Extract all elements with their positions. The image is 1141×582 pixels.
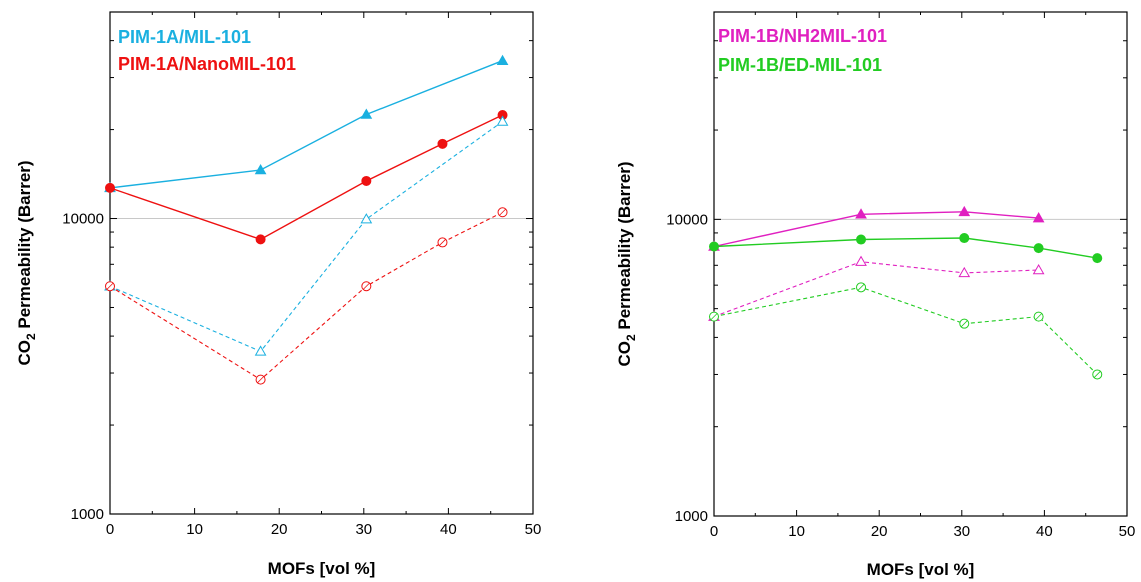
data-point-triangle — [958, 205, 971, 217]
x-tick-label: 20 — [271, 521, 288, 538]
x-tick-label: 10 — [186, 521, 203, 538]
data-point-circle — [361, 175, 372, 186]
y-axis-title-subscript: 2 — [24, 333, 38, 340]
data-point-hatch — [710, 313, 718, 320]
data-point-hatch — [439, 239, 446, 246]
series-line — [713, 286, 1098, 375]
y-axis-title-main: CO — [15, 340, 34, 366]
y-tick-label: 10000 — [62, 211, 104, 228]
y-tick-label: 1000 — [675, 508, 708, 525]
data-point-circle — [959, 233, 970, 244]
data-point-hatch — [1035, 313, 1042, 320]
x-tick-label: 0 — [106, 521, 114, 538]
y-tick-label: 1000 — [71, 506, 104, 523]
data-point-hatch — [257, 376, 264, 383]
y-axis-title-subscript: 2 — [624, 334, 638, 341]
data-point-triangle — [496, 115, 509, 126]
data-point-circle — [709, 241, 719, 252]
data-point-triangle — [254, 345, 267, 356]
series-line — [713, 211, 1039, 248]
series-line — [713, 261, 1039, 318]
x-tick-label: 0 — [710, 523, 718, 540]
data-point-circle — [856, 234, 867, 245]
data-point-triangle — [254, 163, 267, 175]
right-chart: 0 10 20 30 40 50 1000 10000 PIM-1B/NH2MIL-101 PIM… — [615, 11, 1136, 579]
data-point-triangle — [1032, 212, 1045, 223]
left-chart: 0 10 20 30 40 50 1000 10000 PIM-1A/MIL-101 PIM-1A… — [15, 11, 542, 578]
x-tick-label: 30 — [355, 521, 372, 538]
data-point-triangle — [1032, 263, 1045, 275]
x-axis-title: MOFs [vol %] — [268, 559, 376, 578]
legend-entry: PIM-1B/ED-MIL-101 — [718, 55, 882, 75]
data-point-circle — [1092, 253, 1103, 264]
data-point-circle — [255, 234, 266, 245]
plot-frame — [109, 11, 534, 515]
data-point-hatch — [1093, 371, 1101, 378]
y-tick-label: 10000 — [666, 211, 708, 228]
y-axis-title: CO2 Permeability (Barrer) — [615, 161, 638, 366]
series-line — [109, 121, 503, 353]
plot-frame — [713, 11, 1128, 517]
data-point-hatch — [106, 282, 114, 290]
legend-entry: PIM-1A/NanoMIL-101 — [118, 54, 296, 74]
series-line — [109, 60, 503, 189]
data-point-triangle — [855, 255, 867, 266]
data-point-hatch — [499, 208, 506, 216]
data-point-hatch — [363, 282, 370, 290]
x-tick-label: 50 — [525, 521, 542, 538]
x-axis-title: MOFs [vol %] — [867, 560, 975, 579]
data-point-hatch — [857, 284, 865, 291]
data-point-triangle — [958, 266, 971, 278]
legend-entry: PIM-1B/NH2MIL-101 — [718, 26, 887, 46]
data-point-circle — [1033, 243, 1044, 254]
x-tick-label: 30 — [953, 523, 970, 540]
x-tick-label: 50 — [1119, 523, 1136, 540]
y-axis-title-rest: Permeability (Barrer) — [15, 160, 34, 333]
data-point-triangle — [360, 213, 373, 224]
series-line — [109, 114, 503, 241]
data-point-circle — [437, 138, 448, 149]
data-point-hatch — [960, 320, 968, 327]
y-axis-title-rest: Permeability (Barrer) — [615, 161, 634, 334]
x-tick-label: 40 — [1036, 523, 1053, 540]
data-point-triangle — [496, 54, 509, 65]
data-point-triangle — [855, 208, 867, 219]
data-point-circle — [105, 182, 115, 193]
x-tick-label: 20 — [871, 523, 888, 540]
x-tick-label: 10 — [788, 523, 805, 540]
y-axis-title: CO2 Permeability (Barrer) — [15, 160, 38, 365]
y-axis-title-main: CO — [615, 341, 634, 367]
series-line — [109, 211, 503, 381]
legend-entry: PIM-1A/MIL-101 — [118, 27, 251, 47]
data-point-triangle — [360, 108, 373, 119]
x-tick-label: 40 — [440, 521, 457, 538]
